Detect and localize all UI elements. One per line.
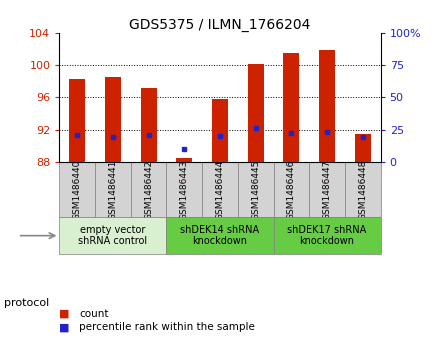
- Text: GSM1486442: GSM1486442: [144, 159, 153, 220]
- Bar: [345, 162, 381, 217]
- Bar: [166, 217, 274, 254]
- Text: GSM1486441: GSM1486441: [108, 159, 117, 220]
- Bar: [59, 217, 166, 254]
- Text: GSM1486443: GSM1486443: [180, 159, 189, 220]
- Bar: [131, 162, 166, 217]
- Text: GSM1486447: GSM1486447: [323, 159, 332, 220]
- Text: ■: ■: [59, 309, 70, 319]
- Bar: [141, 87, 157, 162]
- Bar: [105, 77, 121, 162]
- Text: protocol: protocol: [4, 298, 50, 308]
- Text: empty vector
shRNA control: empty vector shRNA control: [78, 225, 147, 246]
- Text: GSM1486445: GSM1486445: [251, 159, 260, 220]
- Bar: [166, 162, 202, 217]
- Bar: [274, 217, 381, 254]
- Text: count: count: [79, 309, 109, 319]
- Bar: [69, 79, 85, 162]
- Text: GSM1486440: GSM1486440: [73, 159, 82, 220]
- Bar: [248, 64, 264, 162]
- Bar: [283, 53, 299, 162]
- Bar: [274, 162, 309, 217]
- Bar: [202, 162, 238, 217]
- Bar: [59, 162, 95, 217]
- Bar: [319, 50, 335, 162]
- Title: GDS5375 / ILMN_1766204: GDS5375 / ILMN_1766204: [129, 18, 311, 32]
- Text: shDEK14 shRNA
knockdown: shDEK14 shRNA knockdown: [180, 225, 260, 246]
- Text: percentile rank within the sample: percentile rank within the sample: [79, 322, 255, 333]
- Bar: [238, 162, 274, 217]
- Bar: [212, 99, 228, 162]
- Text: GSM1486448: GSM1486448: [358, 159, 367, 220]
- Text: shDEK17 shRNA
knockdown: shDEK17 shRNA knockdown: [287, 225, 367, 246]
- Bar: [176, 158, 192, 162]
- Text: GSM1486446: GSM1486446: [287, 159, 296, 220]
- Bar: [309, 162, 345, 217]
- Bar: [95, 162, 131, 217]
- Text: GSM1486444: GSM1486444: [216, 159, 224, 220]
- Bar: [355, 134, 371, 162]
- Text: ■: ■: [59, 322, 70, 333]
